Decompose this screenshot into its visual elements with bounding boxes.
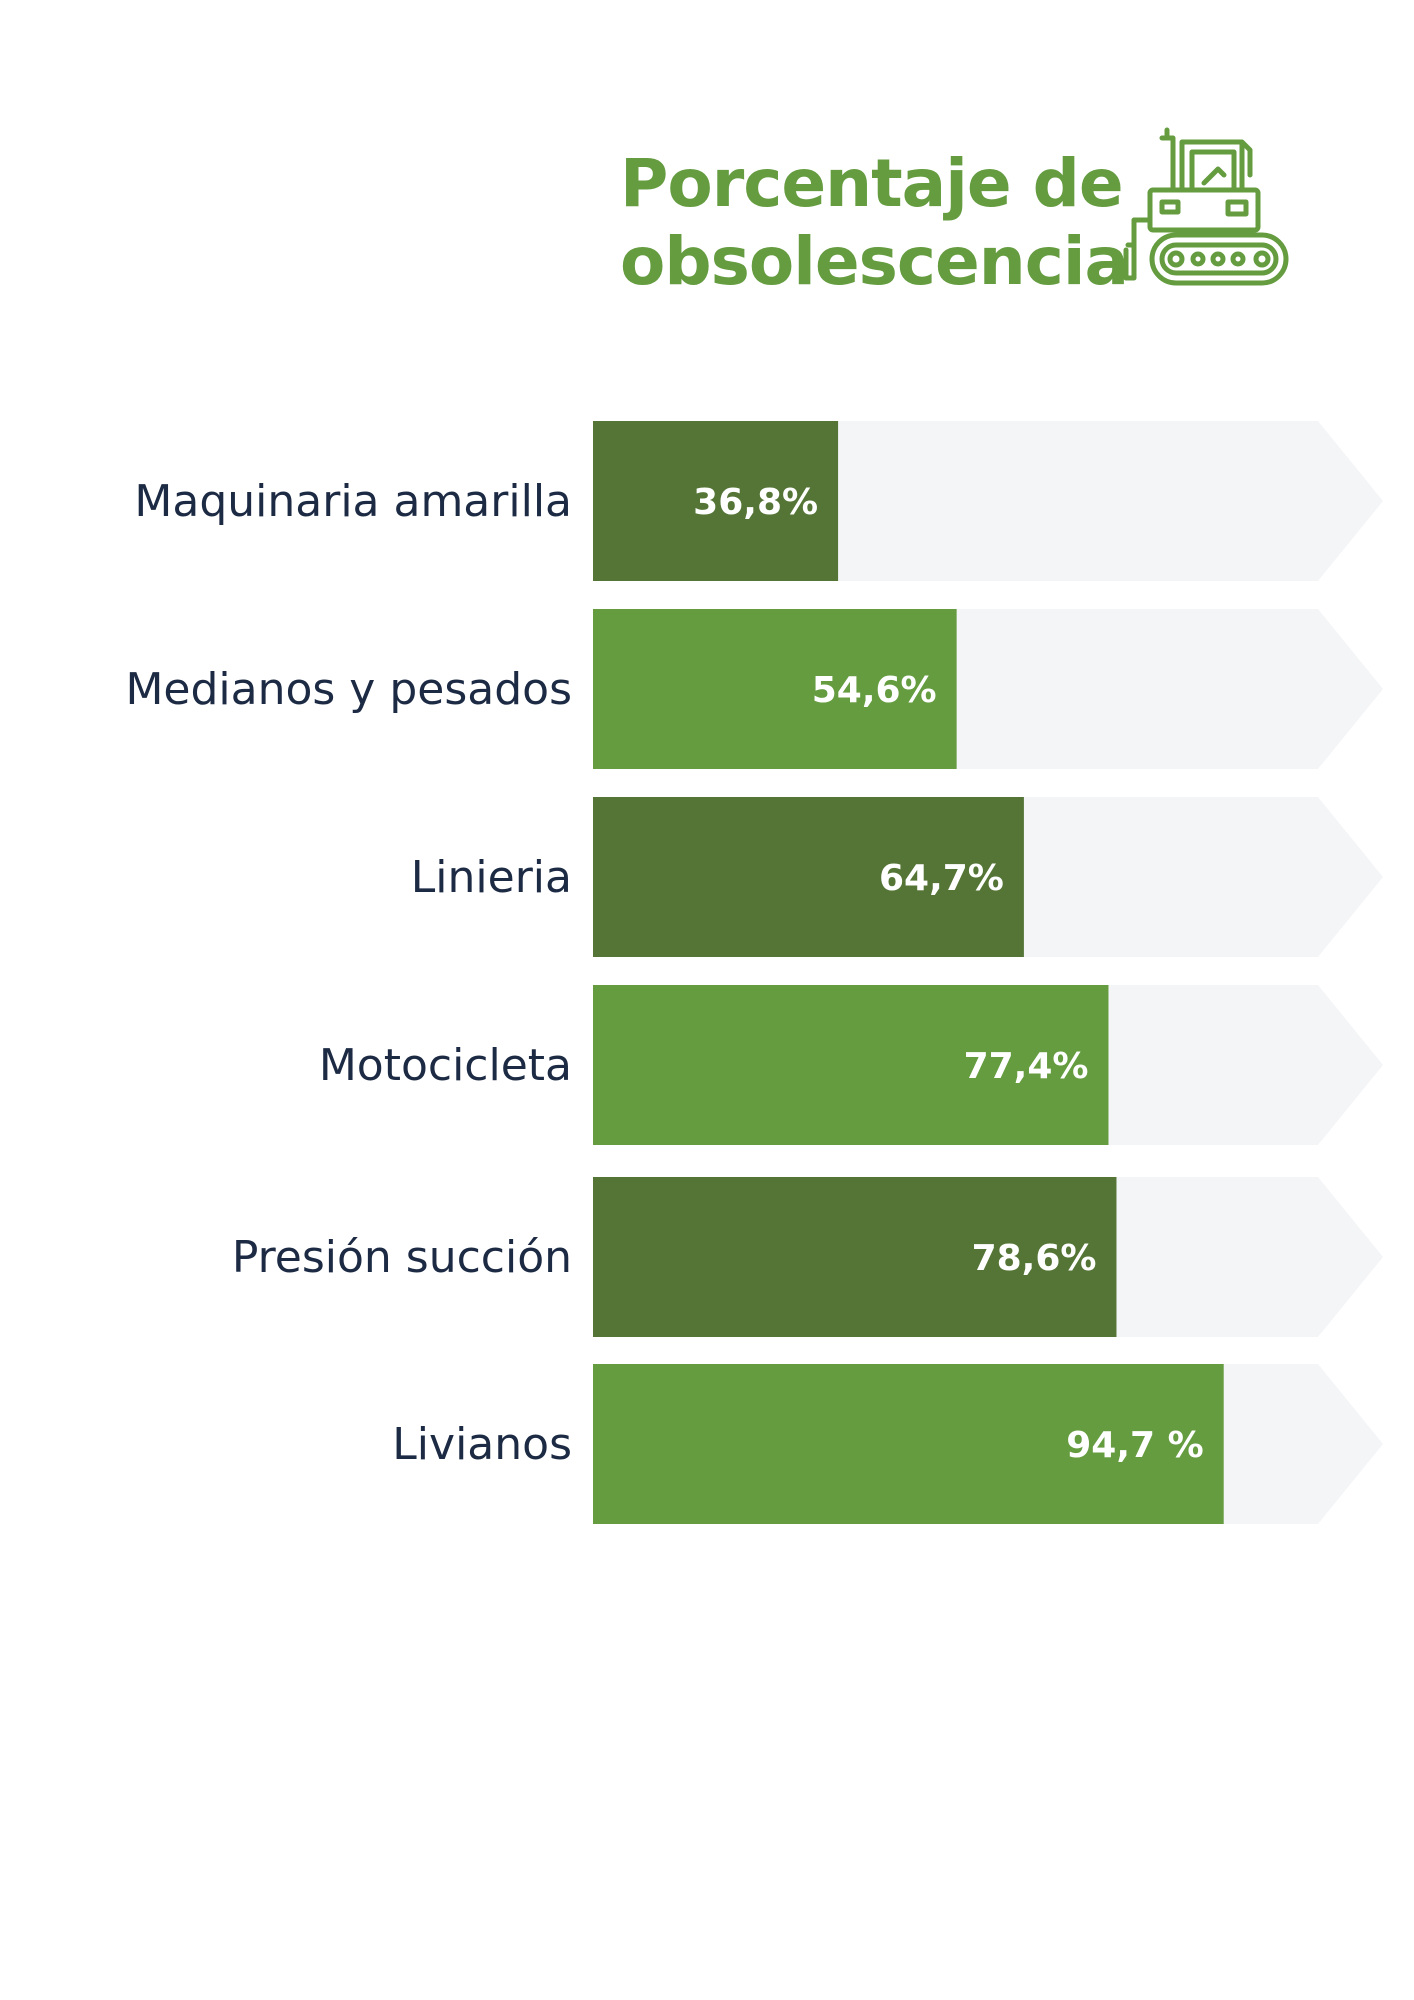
category-label: Motocicleta: [319, 1040, 572, 1091]
bar: [593, 1177, 1117, 1337]
bar: [593, 421, 839, 581]
bar: [593, 1364, 1224, 1524]
bar-value-label: 94,7 %: [1066, 1425, 1203, 1466]
chart-title-line-2: obsolescencia: [620, 223, 1129, 300]
bar-value-label: 64,7%: [879, 858, 1004, 899]
bar: [593, 985, 1109, 1145]
bar: [593, 797, 1024, 957]
category-label: Linieria: [411, 852, 572, 903]
bar-value-label: 77,4%: [964, 1046, 1089, 1087]
bar-value-label: 36,8%: [693, 482, 818, 523]
bar-value-label: 78,6%: [972, 1238, 1097, 1279]
category-label: Maquinaria amarilla: [134, 476, 572, 527]
bulldozer-icon: [1123, 127, 1289, 286]
chart-title-line-1: Porcentaje de: [620, 145, 1124, 222]
category-label: Medianos y pesados: [125, 664, 572, 715]
category-label: Presión succión: [232, 1232, 572, 1283]
category-label: Livianos: [392, 1419, 572, 1470]
bar-value-label: 54,6%: [812, 670, 937, 711]
chart-title: Porcentaje de obsolescencia: [620, 145, 1129, 301]
bar: [593, 609, 957, 769]
